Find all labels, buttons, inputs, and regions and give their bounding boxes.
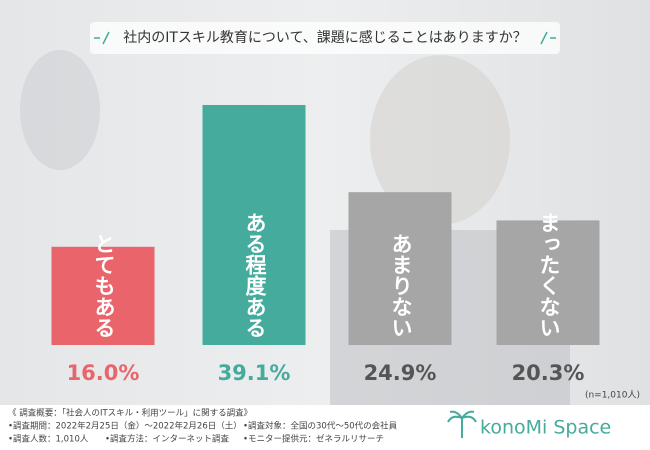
footer-text: •調査人数：1,010人 — [8, 434, 89, 445]
title-decoration — [94, 31, 556, 45]
category-label: まったくない — [537, 212, 561, 338]
value-label: 16.0% — [67, 361, 140, 385]
footer-text: •調査期間：2022年2月25日（金）〜2022年2月26日（土） — [8, 421, 242, 432]
value-label: 20.3% — [512, 361, 585, 385]
footer-text: •モニター提供元：ゼネラルリサーチ — [243, 434, 384, 445]
logo-icon — [447, 410, 477, 438]
category-label: とてもある — [92, 233, 116, 338]
footer-text: 《 調査概要：「社会人のITスキル・利用ツール」に関する調査》 — [8, 408, 252, 419]
category-label: あまりない — [389, 233, 413, 338]
note: (n=1,010人) — [585, 390, 640, 401]
value-label: 39.1% — [218, 361, 291, 385]
bar — [496, 220, 600, 345]
logo: konoMi Space — [480, 417, 611, 439]
title-box — [90, 22, 560, 54]
photo-shape — [20, 50, 100, 170]
photo-shape — [370, 55, 510, 225]
value-label: 24.9% — [364, 361, 437, 385]
footer-text: •調査対象：全国の30代〜50代の会社員 — [243, 421, 398, 432]
footer-text: •調査方法：インターネット調査 — [105, 434, 230, 445]
bar — [51, 246, 155, 345]
footer-band — [0, 405, 650, 450]
bar — [348, 192, 452, 345]
category-label: ある程度ある — [243, 212, 267, 338]
chart-title: 社内のITスキル教育について、課題に感じることはありますか？ — [123, 29, 527, 46]
bar — [202, 105, 306, 345]
